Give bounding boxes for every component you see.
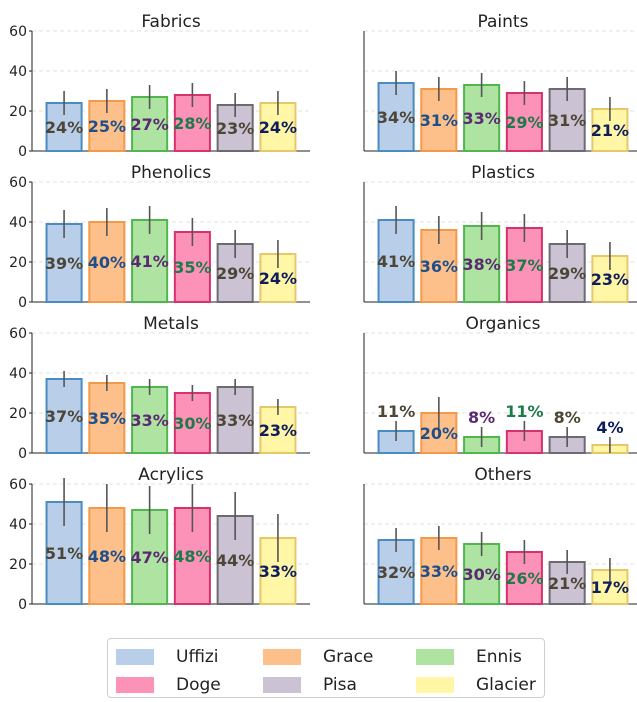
- data-label-metals-glacier: 23%: [259, 421, 297, 440]
- panel-title-paints: Paints: [478, 12, 529, 32]
- data-label-acrylics-grace: 48%: [88, 547, 126, 566]
- data-label-others-doge: 26%: [505, 569, 543, 588]
- data-label-acrylics-doge: 48%: [173, 547, 211, 566]
- y-tick-label-fabrics-0: 0: [18, 144, 27, 160]
- y-tick-label-phenolics-0: 0: [18, 295, 27, 311]
- y-tick-label-acrylics-40: 40: [9, 517, 27, 533]
- bar-metals-doge: [173, 392, 211, 454]
- data-label-paints-ennis: 33%: [462, 109, 500, 128]
- legend: Uffizi Grace Ennis Doge Pisa Glacier: [107, 638, 545, 698]
- data-label-paints-pisa: 31%: [548, 111, 586, 130]
- data-label-metals-doge: 30%: [173, 414, 211, 433]
- data-label-organics-pisa: 8%: [554, 408, 581, 427]
- y-tick-label-metals-60: 60: [9, 326, 27, 342]
- y-tick-label-phenolics-40: 40: [9, 215, 27, 231]
- data-label-organics-doge: 11%: [505, 402, 543, 421]
- data-label-organics-uffizi: 11%: [377, 402, 415, 421]
- legend-swatch-ennis: [416, 649, 454, 665]
- y-tick-label-acrylics-60: 60: [9, 477, 27, 493]
- data-label-phenolics-pisa: 29%: [216, 264, 254, 283]
- data-label-others-uffizi: 32%: [377, 563, 415, 582]
- data-label-plastics-uffizi: 41%: [377, 252, 415, 271]
- y-tick-label-fabrics-60: 60: [9, 24, 27, 40]
- data-label-phenolics-grace: 40%: [88, 253, 126, 272]
- bar-metals-ennis: [131, 386, 169, 454]
- panel-title-plastics: Plastics: [471, 163, 535, 183]
- data-label-fabrics-glacier: 24%: [259, 118, 297, 137]
- y-tick-label-phenolics-20: 20: [9, 255, 27, 271]
- y-tick-label-fabrics-40: 40: [9, 64, 27, 80]
- data-label-acrylics-glacier: 33%: [259, 562, 297, 581]
- legend-label-ennis: Ennis: [476, 647, 522, 667]
- data-label-organics-glacier: 4%: [596, 418, 623, 437]
- legend-swatch-pisa: [263, 677, 301, 693]
- legend-label-doge: Doge: [176, 675, 221, 695]
- data-label-paints-doge: 29%: [505, 113, 543, 132]
- data-label-plastics-grace: 36%: [420, 257, 458, 276]
- panel-title-fabrics: Fabrics: [141, 12, 200, 32]
- bar-metals-uffizi: [45, 378, 83, 454]
- bar-metals-grace: [88, 382, 126, 454]
- y-tick-label-phenolics-60: 60: [9, 175, 27, 191]
- legend-swatch-doge: [116, 677, 154, 693]
- data-label-phenolics-doge: 35%: [173, 258, 211, 277]
- data-label-metals-pisa: 33%: [216, 411, 254, 430]
- data-label-fabrics-pisa: 23%: [216, 119, 254, 138]
- data-label-phenolics-glacier: 24%: [259, 269, 297, 288]
- panel-title-acrylics: Acrylics: [138, 465, 204, 485]
- data-label-metals-uffizi: 37%: [45, 407, 83, 426]
- data-label-plastics-doge: 37%: [505, 256, 543, 275]
- data-label-plastics-glacier: 23%: [591, 270, 629, 289]
- y-tick-label-acrylics-20: 20: [9, 557, 27, 573]
- y-tick-label-metals-20: 20: [9, 406, 27, 422]
- data-label-fabrics-grace: 25%: [88, 117, 126, 136]
- data-label-others-ennis: 30%: [462, 565, 500, 584]
- data-label-organics-ennis: 8%: [468, 408, 495, 427]
- legend-label-uffizi: Uffizi: [176, 647, 219, 667]
- legend-label-grace: Grace: [323, 647, 374, 667]
- legend-swatch-grace: [263, 649, 301, 665]
- data-label-fabrics-uffizi: 24%: [45, 118, 83, 137]
- data-label-fabrics-ennis: 27%: [130, 115, 168, 134]
- data-label-phenolics-uffizi: 39%: [45, 254, 83, 273]
- legend-swatch-uffizi: [116, 649, 154, 665]
- data-label-others-glacier: 17%: [591, 578, 629, 597]
- panel-title-phenolics: Phenolics: [131, 163, 211, 183]
- data-label-fabrics-doge: 28%: [173, 114, 211, 133]
- data-label-acrylics-ennis: 47%: [130, 548, 168, 567]
- data-label-acrylics-pisa: 44%: [216, 551, 254, 570]
- legend-label-pisa: Pisa: [323, 675, 357, 695]
- y-tick-label-acrylics-0: 0: [18, 597, 27, 613]
- panel-title-organics: Organics: [466, 314, 541, 334]
- data-label-paints-grace: 31%: [420, 111, 458, 130]
- data-label-organics-grace: 20%: [420, 424, 458, 443]
- y-tick-label-fabrics-20: 20: [9, 104, 27, 120]
- data-label-paints-uffizi: 34%: [377, 108, 415, 127]
- data-label-paints-glacier: 21%: [591, 121, 629, 140]
- data-label-phenolics-ennis: 41%: [130, 252, 168, 271]
- legend-label-glacier: Glacier: [476, 675, 536, 695]
- y-tick-label-metals-40: 40: [9, 366, 27, 382]
- legend-swatch-glacier: [416, 677, 454, 693]
- data-label-others-pisa: 21%: [548, 574, 586, 593]
- panel-title-metals: Metals: [143, 314, 199, 334]
- y-tick-label-metals-0: 0: [18, 446, 27, 462]
- data-label-others-grace: 33%: [420, 562, 458, 581]
- data-label-metals-grace: 35%: [88, 409, 126, 428]
- data-label-acrylics-uffizi: 51%: [45, 544, 83, 563]
- panel-title-others: Others: [474, 465, 531, 485]
- data-label-plastics-ennis: 38%: [462, 255, 500, 274]
- data-label-metals-ennis: 33%: [130, 411, 168, 430]
- data-label-plastics-pisa: 29%: [548, 264, 586, 283]
